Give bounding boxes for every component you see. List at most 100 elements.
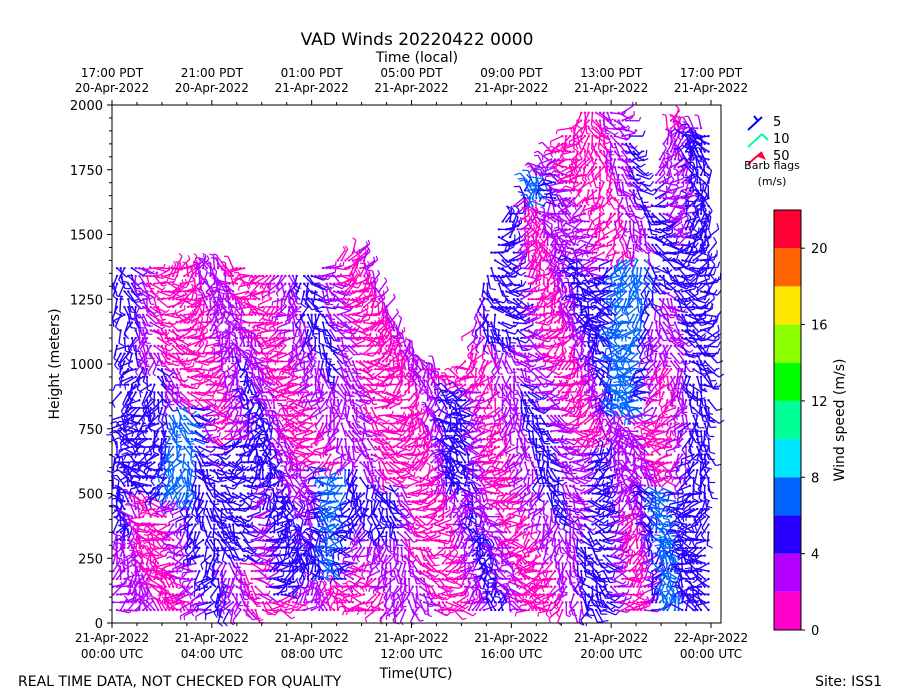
wind-barb-flag	[221, 596, 225, 601]
wind-barb-base	[220, 476, 224, 480]
wind-barb	[138, 361, 144, 375]
wind-barb-base	[258, 554, 261, 557]
wind-barb	[124, 596, 137, 603]
wind-barb-base	[175, 313, 179, 316]
wind-barb-base	[265, 601, 268, 604]
wind-barb-base	[190, 437, 194, 441]
wind-barb	[127, 353, 133, 367]
wind-barb-flag	[142, 545, 147, 548]
wind-barb-base	[194, 352, 197, 355]
wind-barb-base	[127, 585, 130, 588]
wind-barb-base	[209, 422, 212, 425]
wind-barb	[112, 535, 118, 549]
wind-barb-base	[250, 562, 253, 565]
wind-barb	[137, 337, 144, 351]
wind-barb-base	[246, 437, 250, 441]
wind-barb-base	[198, 282, 201, 285]
wind-barb-flag	[251, 351, 255, 356]
wind-barb-flag	[210, 447, 216, 453]
wind-barb-base	[261, 507, 265, 511]
wind-barb-base	[194, 406, 197, 410]
wind-barb-base	[179, 399, 182, 402]
wind-barb-base	[213, 538, 216, 542]
wind-barb-base	[209, 383, 212, 386]
wind-barb-base	[246, 507, 250, 511]
wind-barb-flag	[140, 572, 145, 577]
wind-barb	[132, 438, 144, 449]
wind-barb-base	[276, 531, 280, 534]
wind-barb-base	[205, 399, 209, 402]
wind-barb-base	[186, 593, 190, 596]
wind-barb-base	[246, 445, 250, 449]
wind-barb-flag	[226, 370, 230, 375]
wind-barb-base	[224, 577, 227, 581]
wind-barb-base	[134, 585, 137, 588]
wind-barb-base	[127, 484, 130, 487]
wind-barb-base	[205, 290, 209, 293]
wind-barb-base	[246, 430, 250, 433]
wind-barb-base	[276, 562, 280, 565]
wind-barb	[116, 609, 130, 614]
wind-barb-flag	[190, 283, 195, 288]
wind-barb-base	[216, 468, 220, 472]
wind-barb	[181, 454, 186, 468]
wind-barb-base	[145, 391, 149, 394]
wind-barb-base	[130, 515, 134, 519]
wind-barb	[213, 469, 222, 482]
wind-barb-flag	[155, 534, 158, 540]
wind-barb-base	[224, 422, 227, 425]
wind-barb-flag	[118, 342, 125, 347]
wind-barb-base	[123, 500, 126, 503]
wind-barb-base	[123, 577, 126, 581]
wind-barb-flag	[136, 606, 140, 612]
wind-barb-base	[239, 437, 242, 441]
wind-barb-base	[179, 391, 182, 394]
wind-barb-base	[134, 266, 137, 270]
wind-barb-base	[213, 437, 216, 441]
wind-barb-base	[284, 336, 287, 340]
wind-barb-flag	[141, 419, 147, 425]
wind-barb-flag	[139, 348, 144, 353]
wind-barb-base	[183, 445, 186, 449]
wind-barb-flag	[123, 332, 129, 339]
wind-barb-flag	[269, 582, 274, 587]
wind-barb-base	[171, 344, 175, 348]
wind-barb-base	[201, 422, 205, 425]
wind-barb-base	[119, 329, 122, 332]
wind-barb-base	[149, 562, 152, 565]
wind-barb-base	[201, 515, 205, 519]
wind-barb-base	[175, 383, 179, 386]
wind-barb-flag	[118, 432, 122, 439]
wind-barb-base	[123, 266, 126, 270]
wind-barb-flag	[129, 489, 132, 496]
wind-barb-flag	[177, 586, 182, 590]
wind-barb	[119, 543, 126, 556]
wind-barb-flag	[222, 621, 228, 627]
wind-barb-flag	[133, 318, 138, 323]
wind-barb	[147, 535, 152, 549]
wind-barb	[261, 367, 275, 370]
wind-barb-base	[130, 601, 134, 604]
wind-barb-base	[141, 321, 145, 324]
wind-barb-base	[261, 305, 265, 309]
wind-barb-base	[183, 422, 186, 425]
wind-barb-base	[179, 360, 182, 363]
wind-barb-base	[224, 274, 227, 278]
wind-barb	[117, 353, 126, 366]
wind-barb-base	[194, 360, 197, 363]
wind-barb-base	[190, 290, 194, 293]
wind-barb-base	[175, 360, 179, 363]
wind-barb-base	[235, 383, 238, 386]
wind-barb-base	[175, 290, 179, 293]
wind-barb-flag	[143, 526, 146, 531]
wind-barb-base	[250, 484, 253, 487]
wind-barb-base	[205, 437, 209, 441]
wind-barb-base	[145, 336, 149, 340]
wind-barb-base	[160, 383, 164, 386]
wind-barb-flag	[196, 287, 201, 290]
wind-barb-flag	[220, 370, 225, 373]
wind-barb-base	[258, 570, 261, 573]
wind-barb-flag	[268, 448, 275, 451]
wind-barb-base	[198, 266, 201, 270]
wind-barb-base	[261, 461, 265, 464]
